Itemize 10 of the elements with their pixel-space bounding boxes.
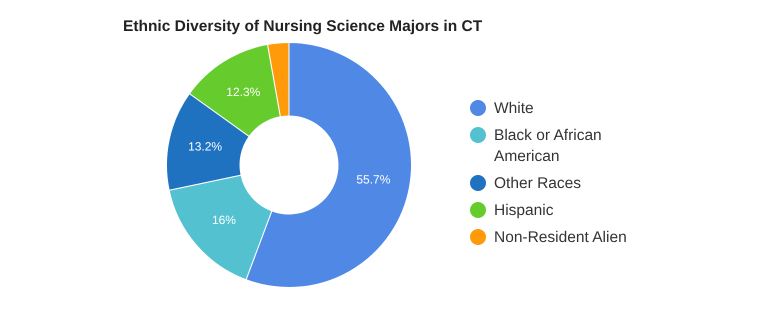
legend-label: Non-Resident Alien — [494, 228, 627, 248]
data-label: 12.3% — [226, 84, 261, 99]
data-label: 55.7% — [356, 172, 391, 187]
legend-label: Hispanic — [494, 201, 554, 221]
data-label: 13.2% — [188, 140, 222, 154]
chart-title: Ethnic Diversity of Nursing Science Majors in CT — [123, 18, 482, 36]
data-label: 16% — [212, 213, 236, 228]
legend-label: Other Races — [494, 174, 582, 194]
legend-label: Black or African American — [494, 126, 603, 167]
legend-label: White — [494, 99, 534, 119]
